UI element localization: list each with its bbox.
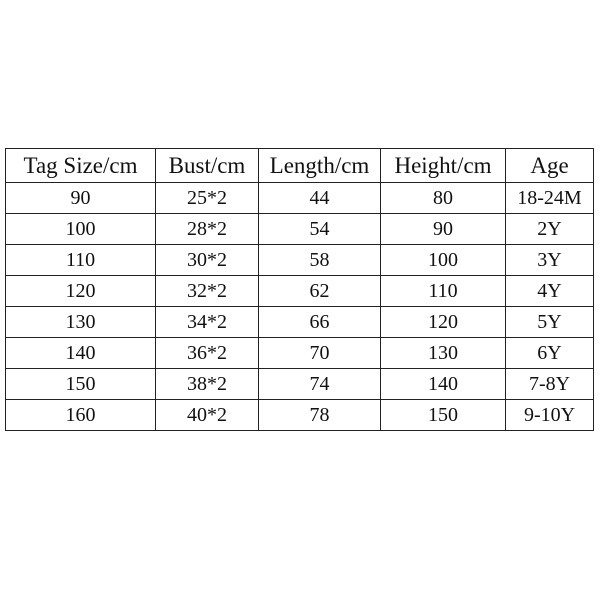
table-row: 140 36*2 70 130 6Y (5, 337, 594, 369)
table-cell: 160 (5, 399, 156, 431)
table-cell: 40*2 (155, 399, 259, 431)
table-cell: 120 (5, 275, 156, 307)
table-cell: 90 (380, 213, 506, 245)
table-row: 110 30*2 58 100 3Y (5, 244, 594, 276)
table-cell: 34*2 (155, 306, 259, 338)
table-body: 90 25*2 44 80 18-24M 100 28*2 54 90 2Y 110 30*2 58 10… (5, 182, 594, 431)
table-cell: 44 (258, 182, 381, 214)
table-cell: 25*2 (155, 182, 259, 214)
table-row: 160 40*2 78 150 9-10Y (5, 399, 594, 431)
table-row: 90 25*2 44 80 18-24M (5, 182, 594, 214)
table-cell: 58 (258, 244, 381, 276)
table-cell: 5Y (505, 306, 594, 338)
table-cell: 66 (258, 306, 381, 338)
table-cell: 54 (258, 213, 381, 245)
header-cell: Tag Size/cm (5, 148, 156, 183)
table-cell: 6Y (505, 337, 594, 369)
table-cell: 4Y (505, 275, 594, 307)
header-row: Tag Size/cm Bust/cm Length/cm Height/cm Age (5, 148, 594, 183)
table-cell: 74 (258, 368, 381, 400)
table-row: 150 38*2 74 140 7-8Y (5, 368, 594, 400)
table-cell: 100 (5, 213, 156, 245)
table-cell: 7-8Y (505, 368, 594, 400)
table-row: 120 32*2 62 110 4Y (5, 275, 594, 307)
table-cell: 150 (380, 399, 506, 431)
table-cell: 62 (258, 275, 381, 307)
table-cell: 3Y (505, 244, 594, 276)
table-cell: 9-10Y (505, 399, 594, 431)
table-cell: 78 (258, 399, 381, 431)
header-cell: Height/cm (380, 148, 506, 183)
table-cell: 130 (5, 306, 156, 338)
table-cell: 28*2 (155, 213, 259, 245)
table-cell: 140 (380, 368, 506, 400)
table-cell: 110 (380, 275, 506, 307)
table-cell: 70 (258, 337, 381, 369)
table-cell: 90 (5, 182, 156, 214)
header-cell: Bust/cm (155, 148, 259, 183)
table-cell: 120 (380, 306, 506, 338)
table-cell: 150 (5, 368, 156, 400)
table-cell: 38*2 (155, 368, 259, 400)
table-cell: 18-24M (505, 182, 594, 214)
header-cell: Length/cm (258, 148, 381, 183)
table-row: 100 28*2 54 90 2Y (5, 213, 594, 245)
size-table: Tag Size/cm Bust/cm Length/cm Height/cm Age … (5, 148, 594, 431)
table-cell: 110 (5, 244, 156, 276)
table-cell: 140 (5, 337, 156, 369)
table-cell: 80 (380, 182, 506, 214)
table-cell: 30*2 (155, 244, 259, 276)
table-cell: 100 (380, 244, 506, 276)
header-cell: Age (505, 148, 594, 183)
table-cell: 32*2 (155, 275, 259, 307)
table-row: 130 34*2 66 120 5Y (5, 306, 594, 338)
table-cell: 2Y (505, 213, 594, 245)
table-cell: 36*2 (155, 337, 259, 369)
table-cell: 130 (380, 337, 506, 369)
